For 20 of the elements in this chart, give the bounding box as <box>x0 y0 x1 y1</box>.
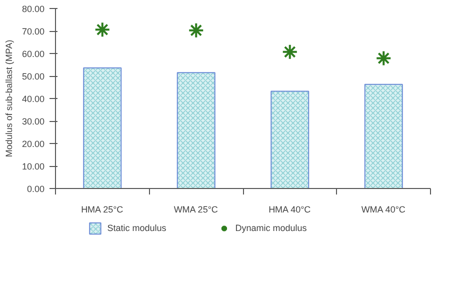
legend-label: Static modulus <box>107 222 166 235</box>
y-tick-label: 40.00 <box>22 94 45 104</box>
point <box>94 22 110 38</box>
x-tick-label: HMA 40°C <box>268 204 312 214</box>
point <box>188 22 204 38</box>
y-tick-label: 70.00 <box>22 26 45 36</box>
x-tick-label: HMA 25°C <box>81 204 124 214</box>
y-tick-label: 50.00 <box>22 72 45 82</box>
legend-label: Dynamic modulus <box>235 222 307 235</box>
y-tick-label: 0.00 <box>26 184 45 194</box>
y-tick-label: 20.00 <box>22 139 45 149</box>
y-axis-title: Modulus of sub-ballast (MPA) <box>4 40 14 158</box>
x-tick-label: WMA 40°C <box>361 204 406 214</box>
y-tick-label: 10.00 <box>22 162 45 172</box>
y-tick-label: 80.00 <box>22 4 45 14</box>
y-tick-label: 30.00 <box>22 116 45 126</box>
point <box>282 44 298 60</box>
y-tick-label: 60.00 <box>22 49 45 59</box>
point <box>376 50 392 66</box>
x-tick-label: WMA 25°C <box>174 204 218 214</box>
